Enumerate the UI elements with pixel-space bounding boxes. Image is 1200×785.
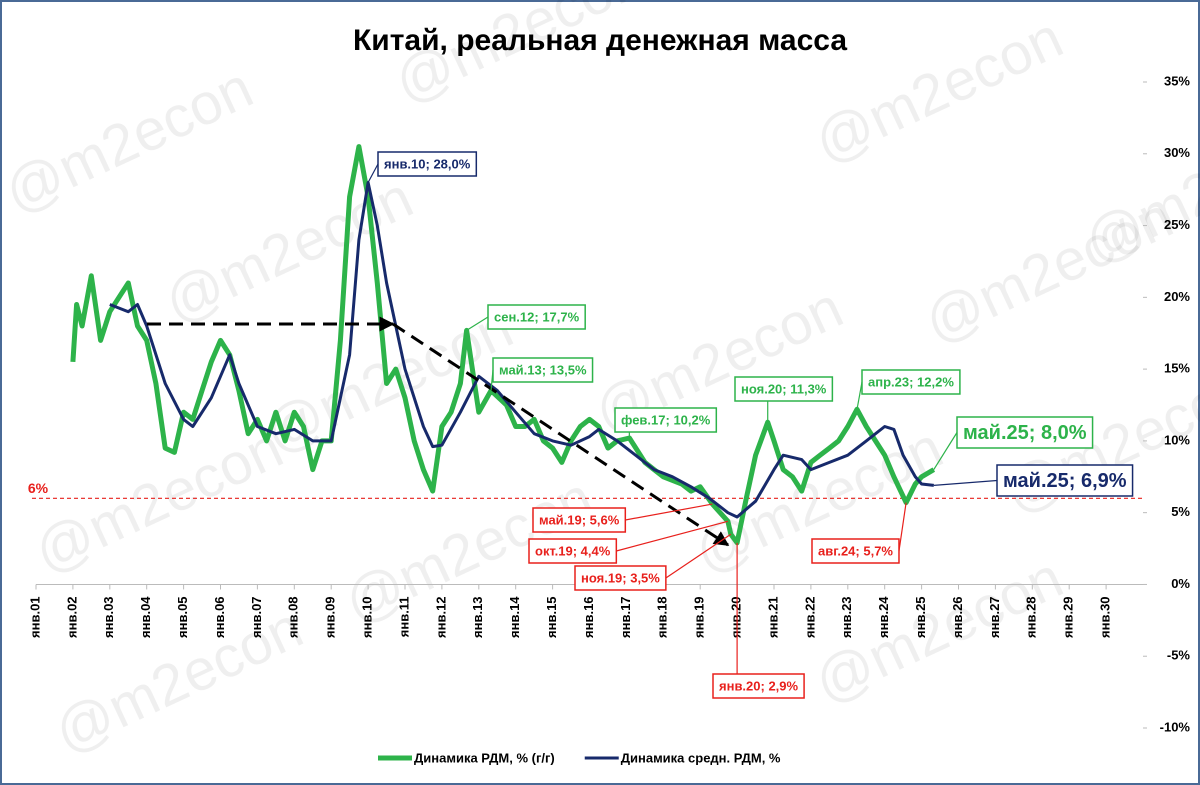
x-tick-label: янв.27 xyxy=(987,596,1002,638)
annotations: янв.10; 28,0% сен.12; 17,7% май.13; 13,5% ф… xyxy=(367,151,1134,699)
x-tick-label: янв.25 xyxy=(913,596,928,638)
annotation-text: фев.17; 10,2% xyxy=(621,412,711,427)
x-tick-label: янв.30 xyxy=(1098,596,1113,638)
annotation-text: ноя.20; 11,3% xyxy=(741,381,827,396)
annotation-box xyxy=(614,407,718,433)
y-tick-label: 5% xyxy=(1171,504,1190,519)
x-tick-label: янв.08 xyxy=(286,596,301,638)
annotation-leader xyxy=(616,520,729,552)
x-tick-label: янв.24 xyxy=(876,596,891,638)
x-tick-label: янв.17 xyxy=(618,596,633,638)
annotation-leader xyxy=(466,316,489,331)
x-tick-label: янв.20 xyxy=(729,596,744,638)
x-tick-label: янв.01 xyxy=(27,596,42,638)
annotation-text: май.25; 6,9% xyxy=(1003,470,1127,492)
x-tick-label: янв.13 xyxy=(470,596,485,638)
x-tick-label: янв.04 xyxy=(138,596,153,638)
annotation-text: май.13; 13,5% xyxy=(499,362,587,377)
annotation-box xyxy=(996,464,1134,497)
annotation-text: май.25; 8,0% xyxy=(963,422,1087,444)
x-tick-label: янв.18 xyxy=(655,596,670,638)
annotation-text: май.19; 5,6% xyxy=(539,512,620,527)
annotation-leader xyxy=(856,381,863,410)
annotation-text: сен.12; 17,7% xyxy=(494,309,580,324)
x-tick-label: янв.29 xyxy=(1061,596,1076,638)
series-line xyxy=(70,144,936,546)
annotation-text: авг.24; 5,7% xyxy=(818,543,893,558)
annotation-leader xyxy=(625,503,713,521)
annotation-leader xyxy=(898,502,907,552)
y-tick-label: 15% xyxy=(1164,361,1190,376)
chart-title: Китай, реальная денежная масса xyxy=(353,24,847,57)
annotation-text: окт.19; 4,4% xyxy=(535,543,611,558)
annotation-box xyxy=(487,304,586,330)
annotation-text: янв.20; 2,9% xyxy=(719,678,799,693)
x-tick-label: янв.15 xyxy=(544,596,559,638)
trend-arrow xyxy=(392,322,730,547)
x-tick-label: янв.21 xyxy=(765,596,780,638)
x-tick-label: янв.12 xyxy=(433,596,448,638)
y-tick-label: 0% xyxy=(1171,576,1190,591)
annotation-box xyxy=(574,565,667,591)
x-tick-label: янв.23 xyxy=(839,596,854,638)
plot: -10% -5% 0% 5% 10% 15% 20% 25% 30% 35% янв.01 янв.0… xyxy=(27,73,1190,734)
x-tick-label: янв.26 xyxy=(950,596,965,638)
x-tick-label: янв.16 xyxy=(581,596,596,638)
x-tick-label: янв.11 xyxy=(396,596,411,637)
x-tick-label: янв.09 xyxy=(323,596,338,638)
x-tick-label: янв.03 xyxy=(101,596,116,638)
reference-label: 6% xyxy=(28,480,49,496)
annotation-box xyxy=(532,507,627,533)
x-tick-label: янв.14 xyxy=(507,596,522,638)
annotation-text: ноя.19; 3,5% xyxy=(581,570,660,585)
y-tick-label: 10% xyxy=(1164,432,1190,447)
annotation-text: апр.23; 12,2% xyxy=(868,374,954,389)
x-tick-label: янв.28 xyxy=(1024,596,1039,638)
x-tick-label: янв.06 xyxy=(212,596,227,638)
legend-label: Динамика РДМ, % (г/г) xyxy=(414,750,555,765)
annotation-leader xyxy=(490,369,494,391)
annotation-text: янв.10; 28,0% xyxy=(384,156,471,171)
annotation-box xyxy=(861,369,961,395)
annotation-leader xyxy=(933,432,958,470)
annotation-leader xyxy=(665,533,732,579)
y-tick-label: -5% xyxy=(1167,648,1191,663)
x-tick-label: янв.19 xyxy=(692,596,707,638)
x-tick-label: янв.05 xyxy=(175,596,190,638)
annotation-box xyxy=(377,151,478,177)
annotation-box xyxy=(712,673,805,699)
annotation-leader xyxy=(933,479,998,486)
y-tick-label: -10% xyxy=(1160,719,1191,734)
y-tick-label: 35% xyxy=(1164,73,1190,88)
series-line xyxy=(109,181,934,519)
y-tick-label: 30% xyxy=(1164,145,1190,160)
annotation-box xyxy=(734,376,834,402)
annotation-box xyxy=(528,538,618,564)
x-tick-label: янв.22 xyxy=(802,596,817,638)
y-tick-label: 25% xyxy=(1164,217,1190,232)
x-tick-label: янв.02 xyxy=(64,596,79,638)
annotation-leader xyxy=(367,163,379,183)
legend: Динамика РДМ, % (г/г) Динамика средн. РДМ… xyxy=(378,750,781,765)
x-tick-label: янв.10 xyxy=(360,596,375,638)
x-tick-label: янв.07 xyxy=(249,596,264,638)
y-tick-label: 20% xyxy=(1164,289,1190,304)
legend-label: Динамика средн. РДМ, % xyxy=(621,750,781,765)
